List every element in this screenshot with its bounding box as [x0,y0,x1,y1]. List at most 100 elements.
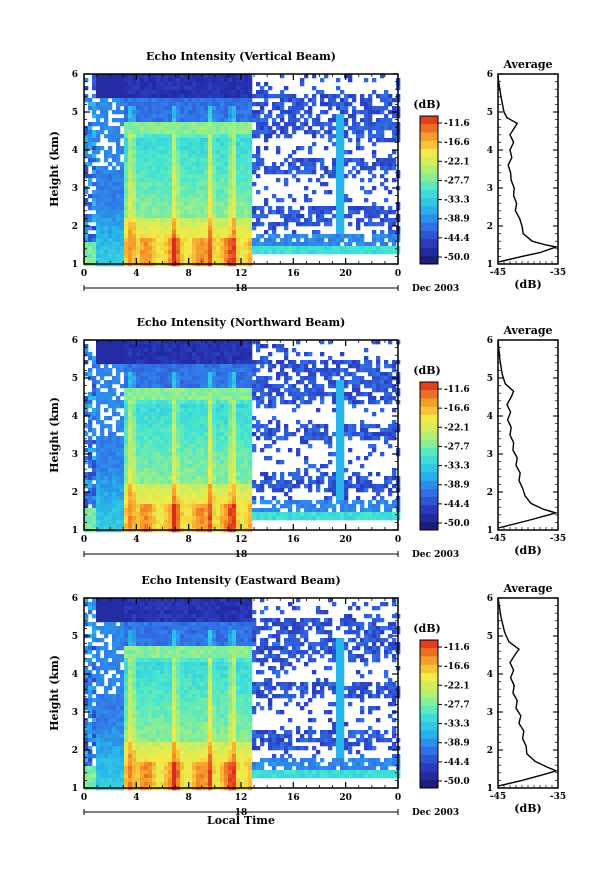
day-label: 18 [235,808,248,818]
colorbar [419,381,442,531]
panel-2 [83,339,559,557]
heatmap-title: Echo Intensity (Vertical Beam) [146,50,336,63]
colorbar-tick-label: -16.6 [444,662,470,672]
y-tick-label: 2 [72,488,78,498]
heatmap-title: Echo Intensity (Northward Beam) [137,316,346,329]
x-tick-label: 8 [186,793,192,803]
y-tick-label: 5 [72,632,78,642]
y-tick-label: 4 [72,146,78,156]
x-tick-label: 16 [287,535,300,545]
average-title: Average [502,58,552,71]
y-axis-label: Height (km) [48,397,61,473]
colorbar-tick-label: -27.7 [444,176,470,186]
avg-x-axis-label: (dB) [514,278,541,291]
colorbar-tick-label: -33.3 [444,196,470,206]
y-tick-label: 1 [72,784,78,794]
y-tick-label: 6 [72,336,78,346]
day-label: 18 [235,550,248,560]
x-tick-label: 4 [133,535,139,545]
avg-x-tick-label: -45 [490,268,506,278]
y-tick-label: 1 [72,260,78,270]
avg-y-tick-label: 1 [487,784,493,794]
average-title: Average [502,324,552,337]
colorbar-tick-label: -11.6 [444,643,470,653]
y-tick-label: 2 [72,746,78,756]
colorbar-tick-label: -22.1 [444,157,470,167]
avg-x-tick-label: -35 [550,792,566,802]
date-label: Dec 2003 [412,808,459,818]
colorbar-tick-label: -33.3 [444,462,470,472]
avg-y-tick-label: 3 [487,184,493,194]
colorbar-tick-label: -38.9 [444,215,470,225]
y-tick-label: 6 [72,594,78,604]
colorbar-tick-label: -44.4 [444,234,470,244]
heatmap-title: Echo Intensity (Eastward Beam) [141,574,340,587]
average-profile-panel [497,339,559,531]
x-tick-label: 8 [186,269,192,279]
y-tick-label: 5 [72,108,78,118]
colorbar-tick-label: -22.1 [444,681,470,691]
colorbar-tick-label: -38.9 [444,481,470,491]
colorbar-unit: (dB) [413,622,440,635]
x-tick-label: 0 [81,535,87,545]
date-label: Dec 2003 [412,550,459,560]
colorbar [419,639,442,789]
avg-y-tick-label: 6 [487,70,493,80]
avg-y-tick-label: 1 [487,260,493,270]
x-tick-label: 16 [287,793,300,803]
average-profile-line [497,73,559,263]
average-profile-panel [497,597,559,789]
colorbar-tick-label: -22.1 [444,423,470,433]
avg-y-tick-label: 2 [487,222,493,232]
y-tick-label: 4 [72,670,78,680]
colorbar-tick-label: -38.9 [444,739,470,749]
colorbar-tick-label: -33.3 [444,720,470,730]
avg-y-tick-label: 3 [487,450,493,460]
average-profile-panel [497,73,559,265]
avg-y-tick-label: 1 [487,526,493,536]
colorbar-tick-label: -27.7 [444,700,470,710]
colorbar [419,115,442,265]
x-tick-label: 4 [133,269,139,279]
x-tick-label: 0 [81,793,87,803]
x-tick-label: 12 [235,269,248,279]
avg-y-tick-label: 5 [487,374,493,384]
x-tick-label: 4 [133,793,139,803]
x-tick-label: 12 [235,793,248,803]
colorbar-tick-label: -11.6 [444,385,470,395]
x-tick-label: 0 [81,269,87,279]
avg-y-tick-label: 2 [487,488,493,498]
avg-y-tick-label: 5 [487,108,493,118]
y-axis-label: Height (km) [48,131,61,207]
avg-y-tick-label: 6 [487,594,493,604]
y-tick-label: 6 [72,70,78,80]
y-tick-label: 3 [72,708,78,718]
average-profile-line [497,339,559,529]
colorbar-tick-label: -50.0 [444,519,470,529]
heatmap-cells [84,74,401,267]
x-tick-label: 8 [186,535,192,545]
avg-y-tick-label: 5 [487,632,493,642]
average-title: Average [502,582,552,595]
y-tick-label: 1 [72,526,78,536]
avg-y-tick-label: 2 [487,746,493,756]
colorbar-tick-label: -44.4 [444,500,470,510]
colorbar-tick-label: -27.7 [444,442,470,452]
y-tick-label: 3 [72,450,78,460]
colorbar-tick-label: -16.6 [444,404,470,414]
y-tick-label: 4 [72,412,78,422]
x-tick-label: 0 [395,793,401,803]
date-label: Dec 2003 [412,284,459,294]
avg-y-tick-label: 4 [487,146,493,156]
x-axis-label: Local Time [207,814,275,827]
panel-3 [83,597,559,815]
avg-y-tick-label: 6 [487,336,493,346]
avg-x-axis-label: (dB) [514,802,541,815]
panel-1 [83,73,559,291]
colorbar-unit: (dB) [413,364,440,377]
x-tick-label: 20 [339,793,352,803]
average-profile-line [497,597,559,787]
day-label: 18 [235,284,248,294]
colorbar-tick-label: -50.0 [444,253,470,263]
